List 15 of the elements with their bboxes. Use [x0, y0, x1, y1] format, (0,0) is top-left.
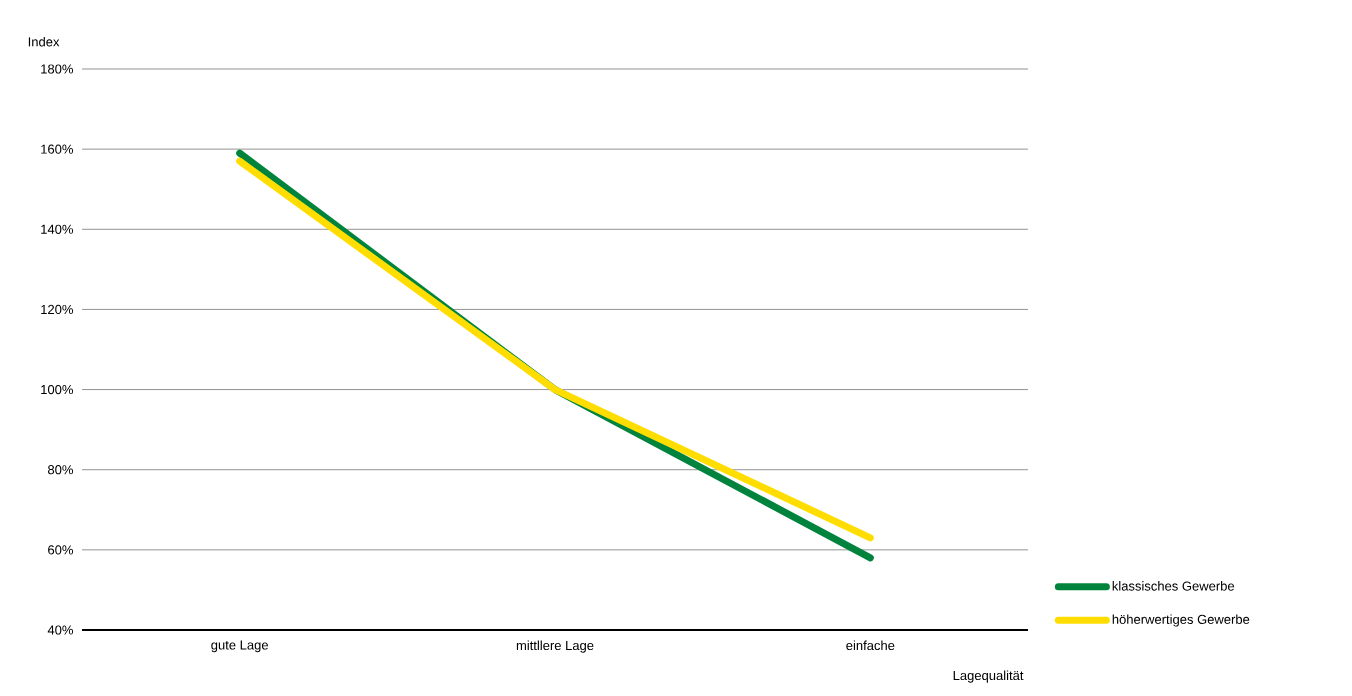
x-tick-label: einfache	[846, 640, 895, 651]
x-axis-title: Lagequalität	[953, 670, 1024, 683]
y-tick-label: 40%	[47, 625, 73, 635]
y-tick-label: 100%	[41, 384, 73, 395]
y-tick-label: 140%	[41, 224, 73, 234]
x-tick-label: mittllere Lage	[516, 640, 594, 653]
legend-label: höherwertiges Gewerbe	[1112, 614, 1250, 627]
y-axis-title: Index	[28, 36, 60, 47]
legend-label: klassisches Gewerbe	[1112, 581, 1235, 591]
x-tick-label: gute Lage	[211, 640, 268, 653]
y-tick-label: 180%	[41, 64, 73, 74]
y-tick-label: 60%	[48, 545, 73, 555]
y-tick-label: 160%	[41, 144, 73, 154]
y-tick-label: 120%	[41, 304, 73, 315]
y-tick-label: 80%	[48, 465, 73, 475]
